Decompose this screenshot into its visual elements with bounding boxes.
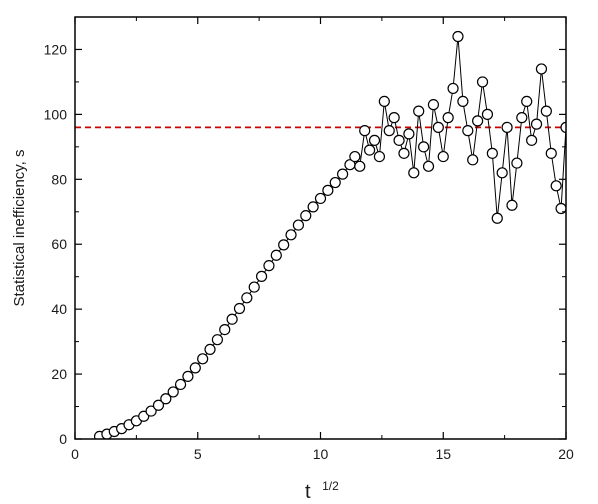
data-point xyxy=(300,210,312,222)
data-point xyxy=(422,160,435,172)
data-point xyxy=(241,292,253,304)
x-tick-label: 0 xyxy=(71,446,79,462)
data-point xyxy=(437,150,449,163)
data-point xyxy=(472,115,484,127)
data-point xyxy=(486,147,498,159)
data-point xyxy=(152,399,165,411)
data-point xyxy=(427,99,440,111)
data-points xyxy=(93,30,566,439)
data-point xyxy=(226,313,238,325)
plot-frame xyxy=(74,16,567,440)
data-point xyxy=(491,212,503,224)
series-line xyxy=(99,36,566,437)
data-point xyxy=(322,184,334,196)
data-point xyxy=(233,302,246,315)
data-point xyxy=(560,121,566,133)
data-point xyxy=(204,343,216,356)
data-point xyxy=(145,405,157,417)
data-point xyxy=(219,324,231,336)
data-point xyxy=(506,199,518,211)
data-point xyxy=(373,150,386,163)
data-point xyxy=(545,147,557,159)
data-point xyxy=(413,105,425,117)
data-point xyxy=(535,63,548,75)
data-point xyxy=(167,386,179,398)
data-point xyxy=(368,134,381,146)
data-point xyxy=(329,176,341,189)
data-point xyxy=(364,144,376,156)
data-point xyxy=(383,125,395,137)
data-point xyxy=(337,168,349,180)
data-point xyxy=(408,167,420,179)
data-point xyxy=(403,128,415,140)
data-point xyxy=(432,121,444,133)
data-point xyxy=(359,125,371,137)
data-point xyxy=(511,157,523,169)
data-point xyxy=(526,134,538,146)
y-tick-label: 20 xyxy=(51,366,67,382)
x-axis-label-base: t xyxy=(305,481,311,503)
data-point xyxy=(501,121,513,133)
y-axis-label-group: Statistical inefficiency, s xyxy=(11,149,28,306)
data-point xyxy=(447,82,459,95)
y-tick-label: 100 xyxy=(44,106,68,122)
data-point xyxy=(540,105,552,117)
data-point xyxy=(349,150,361,163)
data-point xyxy=(160,393,172,405)
x-tick-label: 15 xyxy=(435,446,451,462)
x-tick-label: 20 xyxy=(558,446,574,462)
x-axis-label: t 1/2 xyxy=(305,479,339,503)
data-point xyxy=(462,125,474,137)
data-point xyxy=(354,160,366,172)
data-point xyxy=(182,370,194,382)
y-tick-label: 80 xyxy=(51,171,67,187)
x-tick-label: 5 xyxy=(194,446,202,462)
plot-marks xyxy=(75,30,566,439)
data-point xyxy=(211,334,223,346)
data-point xyxy=(285,229,297,241)
data-point xyxy=(442,112,454,124)
data-point xyxy=(378,95,390,108)
data-point xyxy=(393,134,405,146)
y-tick-label: 120 xyxy=(44,41,68,57)
data-point xyxy=(467,154,479,166)
data-point xyxy=(516,112,528,124)
x-axis-ticks: 0 5 10 15 20 xyxy=(71,17,574,462)
data-point xyxy=(278,239,290,251)
data-point xyxy=(292,219,304,231)
data-point xyxy=(255,270,268,282)
data-point xyxy=(476,76,489,88)
data-point xyxy=(174,378,187,391)
x-axis-label-superscript: 1/2 xyxy=(322,479,339,493)
data-point xyxy=(496,167,508,179)
data-point xyxy=(457,95,469,108)
data-point xyxy=(530,118,543,130)
data-point xyxy=(314,192,327,205)
data-point xyxy=(555,202,566,215)
data-point xyxy=(521,95,533,108)
x-tick-label: 10 xyxy=(313,446,329,462)
y-axis-ticks: 0 20 40 60 80 100 120 xyxy=(44,16,566,447)
data-point xyxy=(418,141,430,153)
data-point xyxy=(452,30,464,43)
data-point xyxy=(270,249,282,261)
y-tick-label: 40 xyxy=(51,301,67,317)
data-point xyxy=(248,281,260,293)
data-point xyxy=(550,180,562,192)
data-point xyxy=(189,362,201,374)
data-point xyxy=(481,108,494,120)
data-point xyxy=(388,112,400,124)
y-tick-label: 0 xyxy=(59,431,67,447)
data-point xyxy=(398,147,410,159)
y-tick-label: 60 xyxy=(51,236,67,252)
data-point xyxy=(197,353,209,365)
y-axis-label: Statistical inefficiency, s xyxy=(11,149,28,306)
data-point xyxy=(307,201,319,213)
data-point xyxy=(263,260,275,272)
